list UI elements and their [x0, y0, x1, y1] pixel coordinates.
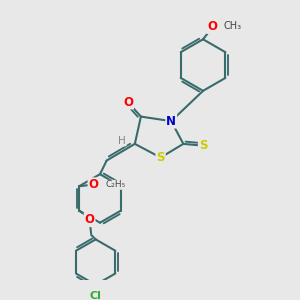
Text: O: O [85, 213, 94, 226]
Text: S: S [199, 139, 207, 152]
Text: Cl: Cl [90, 291, 102, 300]
Text: S: S [156, 151, 165, 164]
Text: N: N [166, 115, 176, 128]
Text: CH₃: CH₃ [224, 21, 242, 31]
Text: C₂H₅: C₂H₅ [106, 180, 126, 189]
Text: H: H [118, 136, 126, 146]
Text: O: O [123, 95, 133, 109]
Text: O: O [88, 178, 98, 191]
Text: O: O [207, 20, 217, 33]
